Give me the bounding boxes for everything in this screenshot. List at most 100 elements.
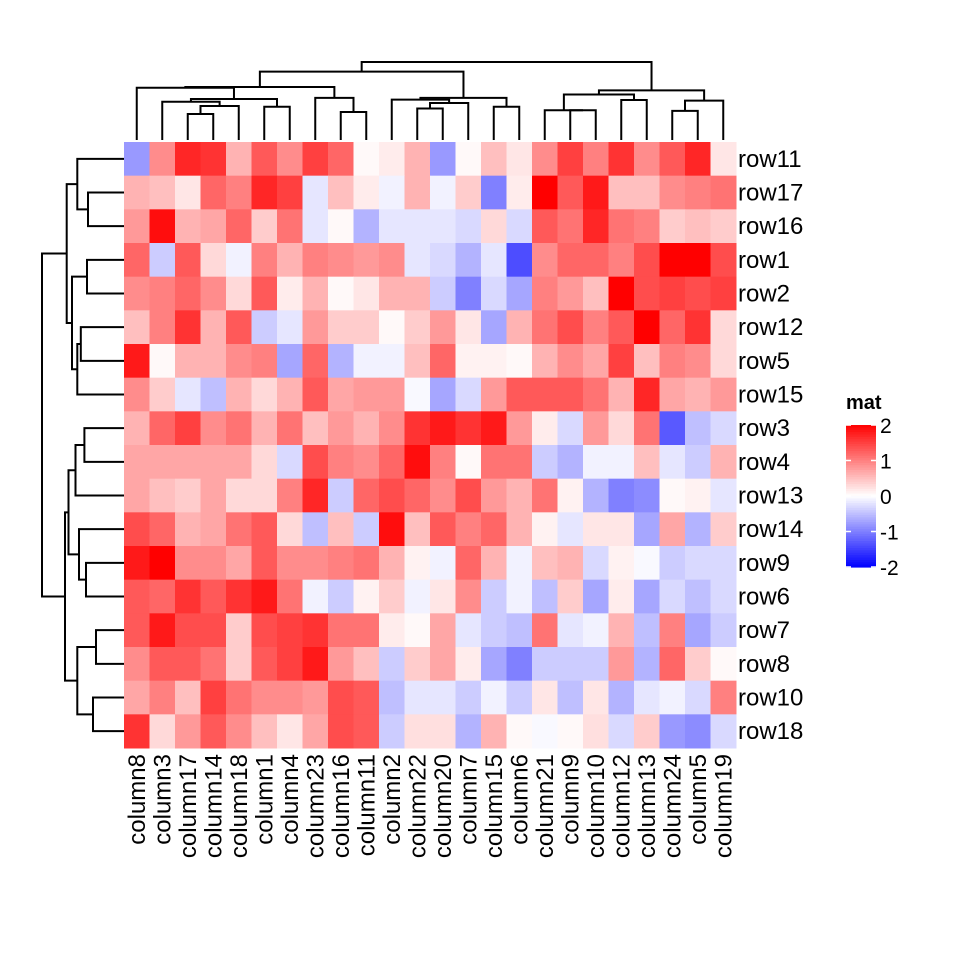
heatmap-cell	[124, 647, 150, 682]
column-label: column10	[583, 754, 610, 858]
legend-gradient-step	[846, 500, 876, 504]
heatmap-cell	[277, 276, 303, 311]
heatmap-cell	[251, 546, 278, 581]
heatmap-cell	[200, 377, 227, 412]
heatmap-cell	[404, 478, 431, 513]
heatmap-cell	[481, 276, 507, 311]
legend-gradient-step	[846, 479, 876, 483]
color-legend: mat 2 1 0 -1 -2	[846, 392, 899, 580]
heatmap-cell	[379, 478, 405, 513]
row-dendrogram	[41, 157, 124, 733]
heatmap-cell	[353, 546, 380, 581]
heatmap-cell	[430, 512, 456, 547]
heatmap-cell	[226, 546, 252, 581]
heatmap-cell	[379, 680, 405, 715]
heatmap-cell	[481, 512, 507, 547]
column-label: column3	[149, 754, 176, 845]
heatmap-cell	[455, 310, 482, 345]
heatmap-cell	[379, 175, 405, 210]
heatmap-cell	[200, 579, 227, 614]
heatmap-cell	[277, 411, 303, 446]
heatmap-cell	[455, 209, 482, 244]
heatmap-cell	[149, 411, 176, 446]
heatmap-cell	[175, 209, 201, 244]
heatmap-cell	[557, 478, 584, 513]
column-label: column19	[710, 754, 737, 858]
legend-gradient-step	[846, 434, 876, 438]
heatmap-cell	[659, 310, 686, 345]
heatmap-cell	[175, 411, 201, 446]
heatmap-cell	[353, 579, 380, 614]
heatmap-cell	[379, 276, 405, 311]
heatmap-cell	[608, 714, 635, 749]
heatmap-cell	[608, 209, 635, 244]
heatmap-cell	[455, 478, 482, 513]
dendrogram-branch	[543, 109, 583, 140]
heatmap-cell	[634, 680, 660, 715]
heatmap-cell	[455, 512, 482, 547]
row-label: row15	[738, 382, 803, 409]
legend-color-bar	[846, 425, 876, 568]
column-label: column8	[124, 754, 151, 845]
legend-gradient-step	[846, 465, 876, 469]
heatmap-cell	[302, 680, 329, 715]
column-label: column5	[685, 754, 712, 845]
heatmap-cell	[277, 647, 303, 682]
heatmap-cell	[404, 445, 431, 480]
heatmap-cell	[583, 276, 609, 311]
heatmap-cell	[506, 546, 533, 581]
legend-gradient-step	[846, 517, 876, 521]
heatmap-cell	[506, 714, 533, 749]
dendrogram-branch	[199, 105, 240, 140]
heatmap-cell	[353, 175, 380, 210]
heatmap-cell	[685, 377, 711, 412]
heatmap-cell	[404, 344, 431, 379]
heatmap-cell	[149, 647, 176, 682]
column-label: column11	[353, 754, 380, 856]
heatmap-cell	[481, 209, 507, 244]
heatmap-cell	[710, 243, 737, 278]
dendrogram-branch	[76, 343, 124, 396]
heatmap-cell	[634, 344, 660, 379]
heatmap-cell	[455, 680, 482, 715]
heatmap-cell	[634, 175, 660, 210]
heatmap-cell	[175, 512, 201, 547]
heatmap-cell	[506, 142, 533, 177]
heatmap-cell	[175, 546, 201, 581]
heatmap-cell	[659, 579, 686, 614]
heatmap-cell	[557, 142, 584, 177]
heatmap-cell	[685, 310, 711, 345]
legend-gradient-step	[846, 496, 876, 499]
heatmap-cell	[200, 445, 227, 480]
heatmap-cell	[608, 613, 635, 648]
heatmap-cell	[302, 344, 329, 379]
heatmap-cell	[506, 680, 533, 715]
dendrogram-branch	[135, 86, 235, 140]
heatmap-cell	[481, 310, 507, 345]
legend-gradient-step	[846, 472, 876, 476]
heatmap-cell	[455, 579, 482, 614]
column-label: column17	[175, 754, 202, 858]
heatmap-cell	[685, 680, 711, 715]
heatmap-cell	[277, 310, 303, 345]
legend-gradient-step	[846, 446, 876, 450]
heatmap-cell	[532, 647, 558, 682]
heatmap-cell	[379, 579, 405, 614]
heatmap-cell	[506, 175, 533, 210]
heatmap-cell	[226, 411, 252, 446]
heatmap-cell	[149, 478, 176, 513]
heatmap-cell	[353, 512, 380, 547]
heatmap-cell	[557, 276, 584, 311]
heatmap-cell	[634, 714, 660, 749]
heatmap-cell	[532, 142, 558, 177]
heatmap-cell	[532, 209, 558, 244]
heatmap-cell	[149, 310, 176, 345]
heatmap-cell	[353, 243, 380, 278]
heatmap-cell	[353, 647, 380, 682]
legend-gradient-step	[846, 439, 876, 443]
heatmap-cell	[430, 243, 456, 278]
legend-gradient-step	[846, 448, 876, 452]
heatmap-cell	[328, 714, 354, 749]
heatmap-cell	[608, 310, 635, 345]
heatmap-cell	[608, 411, 635, 446]
